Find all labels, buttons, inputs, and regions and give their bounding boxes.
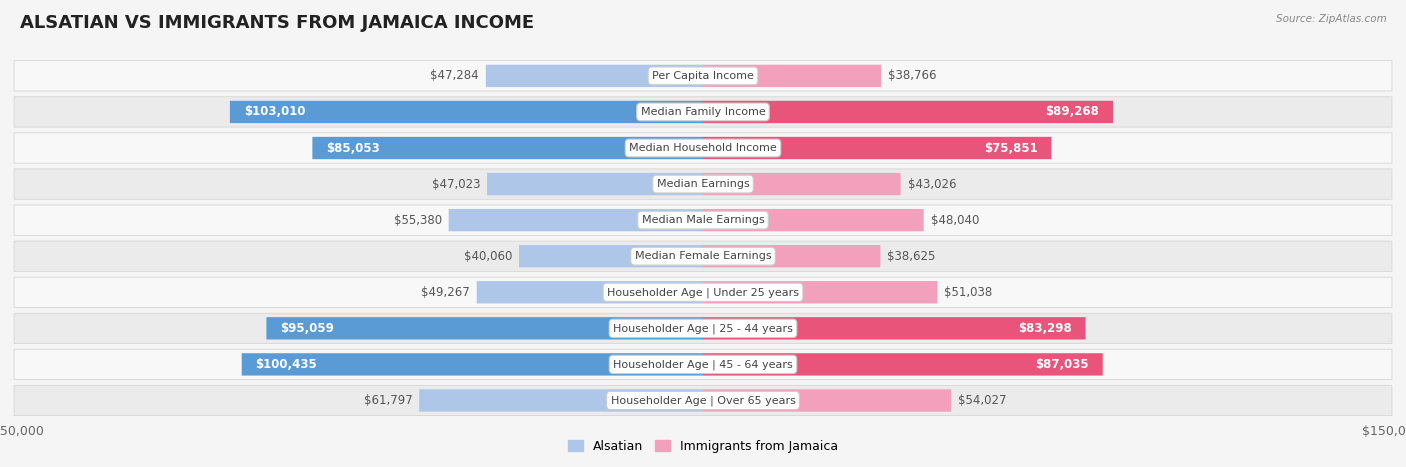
FancyBboxPatch shape [703, 245, 880, 268]
Text: Per Capita Income: Per Capita Income [652, 71, 754, 81]
Text: $103,010: $103,010 [243, 106, 305, 119]
FancyBboxPatch shape [419, 389, 703, 411]
FancyBboxPatch shape [14, 277, 1392, 307]
FancyBboxPatch shape [14, 313, 1392, 344]
FancyBboxPatch shape [14, 61, 1392, 91]
FancyBboxPatch shape [703, 209, 924, 231]
Text: $83,298: $83,298 [1018, 322, 1071, 335]
Text: $38,766: $38,766 [889, 70, 936, 82]
Text: $75,851: $75,851 [984, 142, 1038, 155]
Text: $48,040: $48,040 [931, 213, 979, 226]
Legend: Alsatian, Immigrants from Jamaica: Alsatian, Immigrants from Jamaica [562, 435, 844, 458]
FancyBboxPatch shape [486, 65, 703, 87]
FancyBboxPatch shape [242, 353, 703, 375]
FancyBboxPatch shape [703, 65, 882, 87]
Text: $85,053: $85,053 [326, 142, 380, 155]
FancyBboxPatch shape [703, 137, 1052, 159]
Text: $55,380: $55,380 [394, 213, 441, 226]
FancyBboxPatch shape [519, 245, 703, 268]
Text: $38,625: $38,625 [887, 250, 935, 263]
FancyBboxPatch shape [14, 349, 1392, 380]
Text: $47,023: $47,023 [432, 177, 479, 191]
Text: Householder Age | 45 - 64 years: Householder Age | 45 - 64 years [613, 359, 793, 370]
Text: $87,035: $87,035 [1035, 358, 1090, 371]
FancyBboxPatch shape [266, 317, 703, 340]
FancyBboxPatch shape [14, 241, 1392, 271]
Text: $47,284: $47,284 [430, 70, 479, 82]
FancyBboxPatch shape [312, 137, 703, 159]
FancyBboxPatch shape [703, 317, 1085, 340]
FancyBboxPatch shape [231, 101, 703, 123]
FancyBboxPatch shape [14, 205, 1392, 235]
FancyBboxPatch shape [14, 133, 1392, 163]
Text: $43,026: $43,026 [907, 177, 956, 191]
FancyBboxPatch shape [14, 97, 1392, 127]
FancyBboxPatch shape [703, 101, 1114, 123]
Text: Median Household Income: Median Household Income [628, 143, 778, 153]
FancyBboxPatch shape [14, 385, 1392, 416]
Text: $95,059: $95,059 [280, 322, 335, 335]
Text: $51,038: $51,038 [945, 286, 993, 299]
FancyBboxPatch shape [703, 389, 950, 411]
FancyBboxPatch shape [477, 281, 703, 304]
Text: $49,267: $49,267 [420, 286, 470, 299]
Text: $89,268: $89,268 [1045, 106, 1099, 119]
FancyBboxPatch shape [703, 353, 1102, 375]
Text: Source: ZipAtlas.com: Source: ZipAtlas.com [1275, 14, 1386, 24]
Text: Householder Age | Over 65 years: Householder Age | Over 65 years [610, 395, 796, 406]
Text: Median Family Income: Median Family Income [641, 107, 765, 117]
Text: Median Earnings: Median Earnings [657, 179, 749, 189]
FancyBboxPatch shape [14, 169, 1392, 199]
Text: $100,435: $100,435 [256, 358, 318, 371]
Text: Median Female Earnings: Median Female Earnings [634, 251, 772, 261]
FancyBboxPatch shape [703, 173, 901, 195]
Text: Householder Age | Under 25 years: Householder Age | Under 25 years [607, 287, 799, 297]
Text: $54,027: $54,027 [957, 394, 1007, 407]
Text: $40,060: $40,060 [464, 250, 512, 263]
Text: Median Male Earnings: Median Male Earnings [641, 215, 765, 225]
FancyBboxPatch shape [486, 173, 703, 195]
Text: ALSATIAN VS IMMIGRANTS FROM JAMAICA INCOME: ALSATIAN VS IMMIGRANTS FROM JAMAICA INCO… [20, 14, 534, 32]
Text: Householder Age | 25 - 44 years: Householder Age | 25 - 44 years [613, 323, 793, 333]
FancyBboxPatch shape [449, 209, 703, 231]
Text: $61,797: $61,797 [364, 394, 412, 407]
FancyBboxPatch shape [703, 281, 938, 304]
